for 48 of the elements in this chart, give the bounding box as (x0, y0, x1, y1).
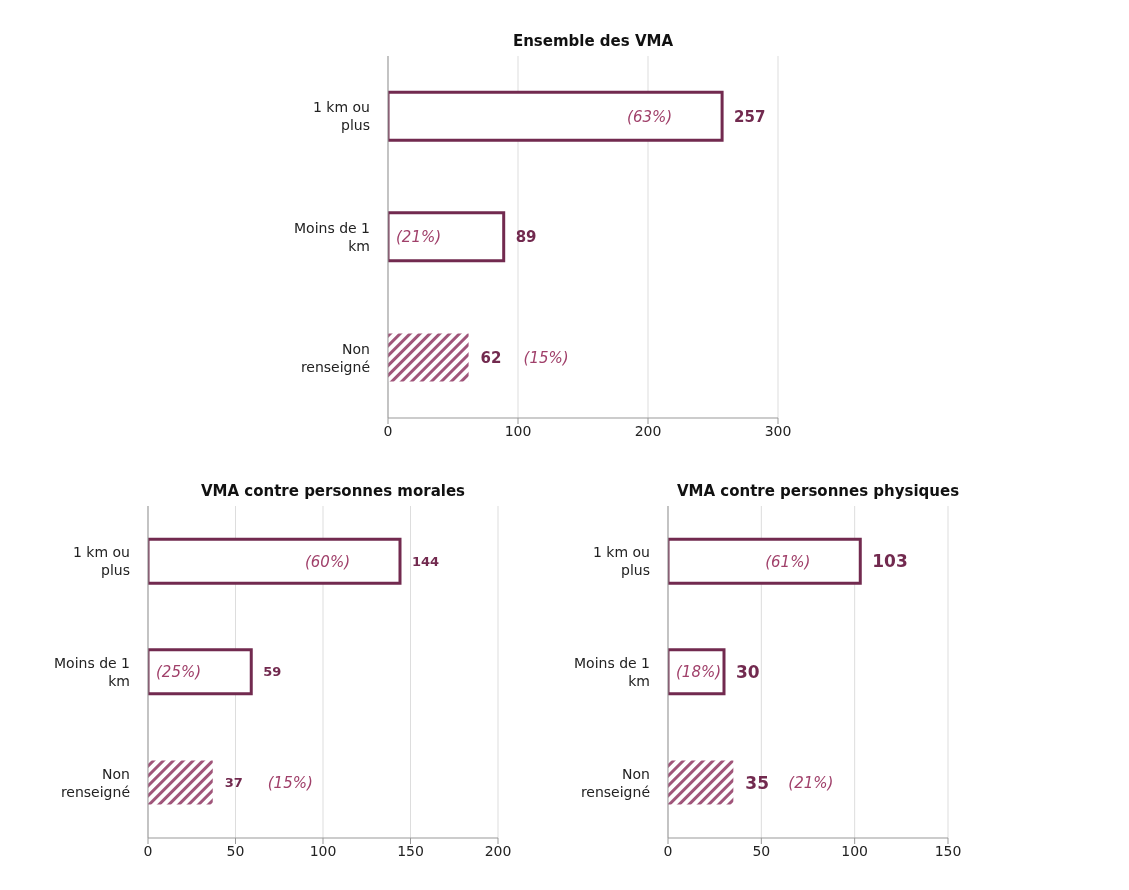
bar (388, 90, 724, 142)
bar (668, 537, 862, 585)
annotation: (63%) (627, 107, 673, 126)
x-tick-label: 0 (383, 422, 393, 439)
data-label: 37 (224, 775, 243, 791)
x-tick-label: 200 (634, 422, 662, 439)
x-tick-label: 100 (504, 422, 532, 439)
annotation: (61%) (765, 552, 811, 571)
data-label: 30 (736, 661, 760, 682)
y-tick-label: 1 km ou plus (593, 544, 650, 579)
data-label: 144 (412, 553, 440, 569)
x-tick-label: 100 (309, 842, 337, 859)
chart-title: Ensemble des VMA (511, 32, 675, 50)
y-tick-label: 1 km ou plus (73, 544, 130, 579)
x-tick-label: 150 (934, 842, 962, 859)
x-tick-label: 100 (841, 842, 869, 859)
annotation: (18%) (676, 663, 722, 682)
x-tick-label: 300 (764, 422, 792, 439)
y-tick-label: Non renseigné (300, 340, 370, 375)
x-tick-label: 200 (484, 842, 512, 859)
data-label: 257 (734, 107, 766, 126)
annotation: (21%) (396, 228, 442, 247)
chart-title: VMA contre personnes morales (199, 482, 467, 500)
y-tick-label: Non renseigné (60, 765, 130, 800)
y-tick-label: 1 km ou plus (313, 99, 370, 134)
annotation: (15%) (267, 773, 313, 792)
data-label: 59 (263, 664, 282, 680)
x-tick-label: 150 (397, 842, 424, 859)
bar (388, 211, 506, 263)
y-tick-label: Moins de 1 km (573, 655, 650, 689)
annotation: (15%) (523, 348, 569, 367)
data-label: 103 (872, 551, 908, 572)
bar (148, 648, 253, 696)
bar (148, 537, 402, 585)
data-label: 35 (745, 772, 770, 793)
y-tick-label: Moins de 1 km (53, 655, 130, 689)
data-label: 89 (515, 228, 537, 247)
y-tick-label: Non renseigné (580, 765, 650, 800)
annotation: (60%) (304, 552, 350, 571)
x-tick-label: 0 (143, 842, 153, 859)
annotation: (25%) (156, 663, 202, 682)
annotation: (21%) (788, 773, 834, 792)
chart-title: VMA contre personnes physiques (675, 482, 961, 500)
x-tick-label: 0 (663, 842, 673, 859)
data-label: 62 (480, 348, 502, 367)
x-tick-label: 50 (752, 842, 771, 859)
y-tick-label: Moins de 1 km (293, 220, 370, 254)
x-tick-label: 50 (226, 842, 245, 859)
